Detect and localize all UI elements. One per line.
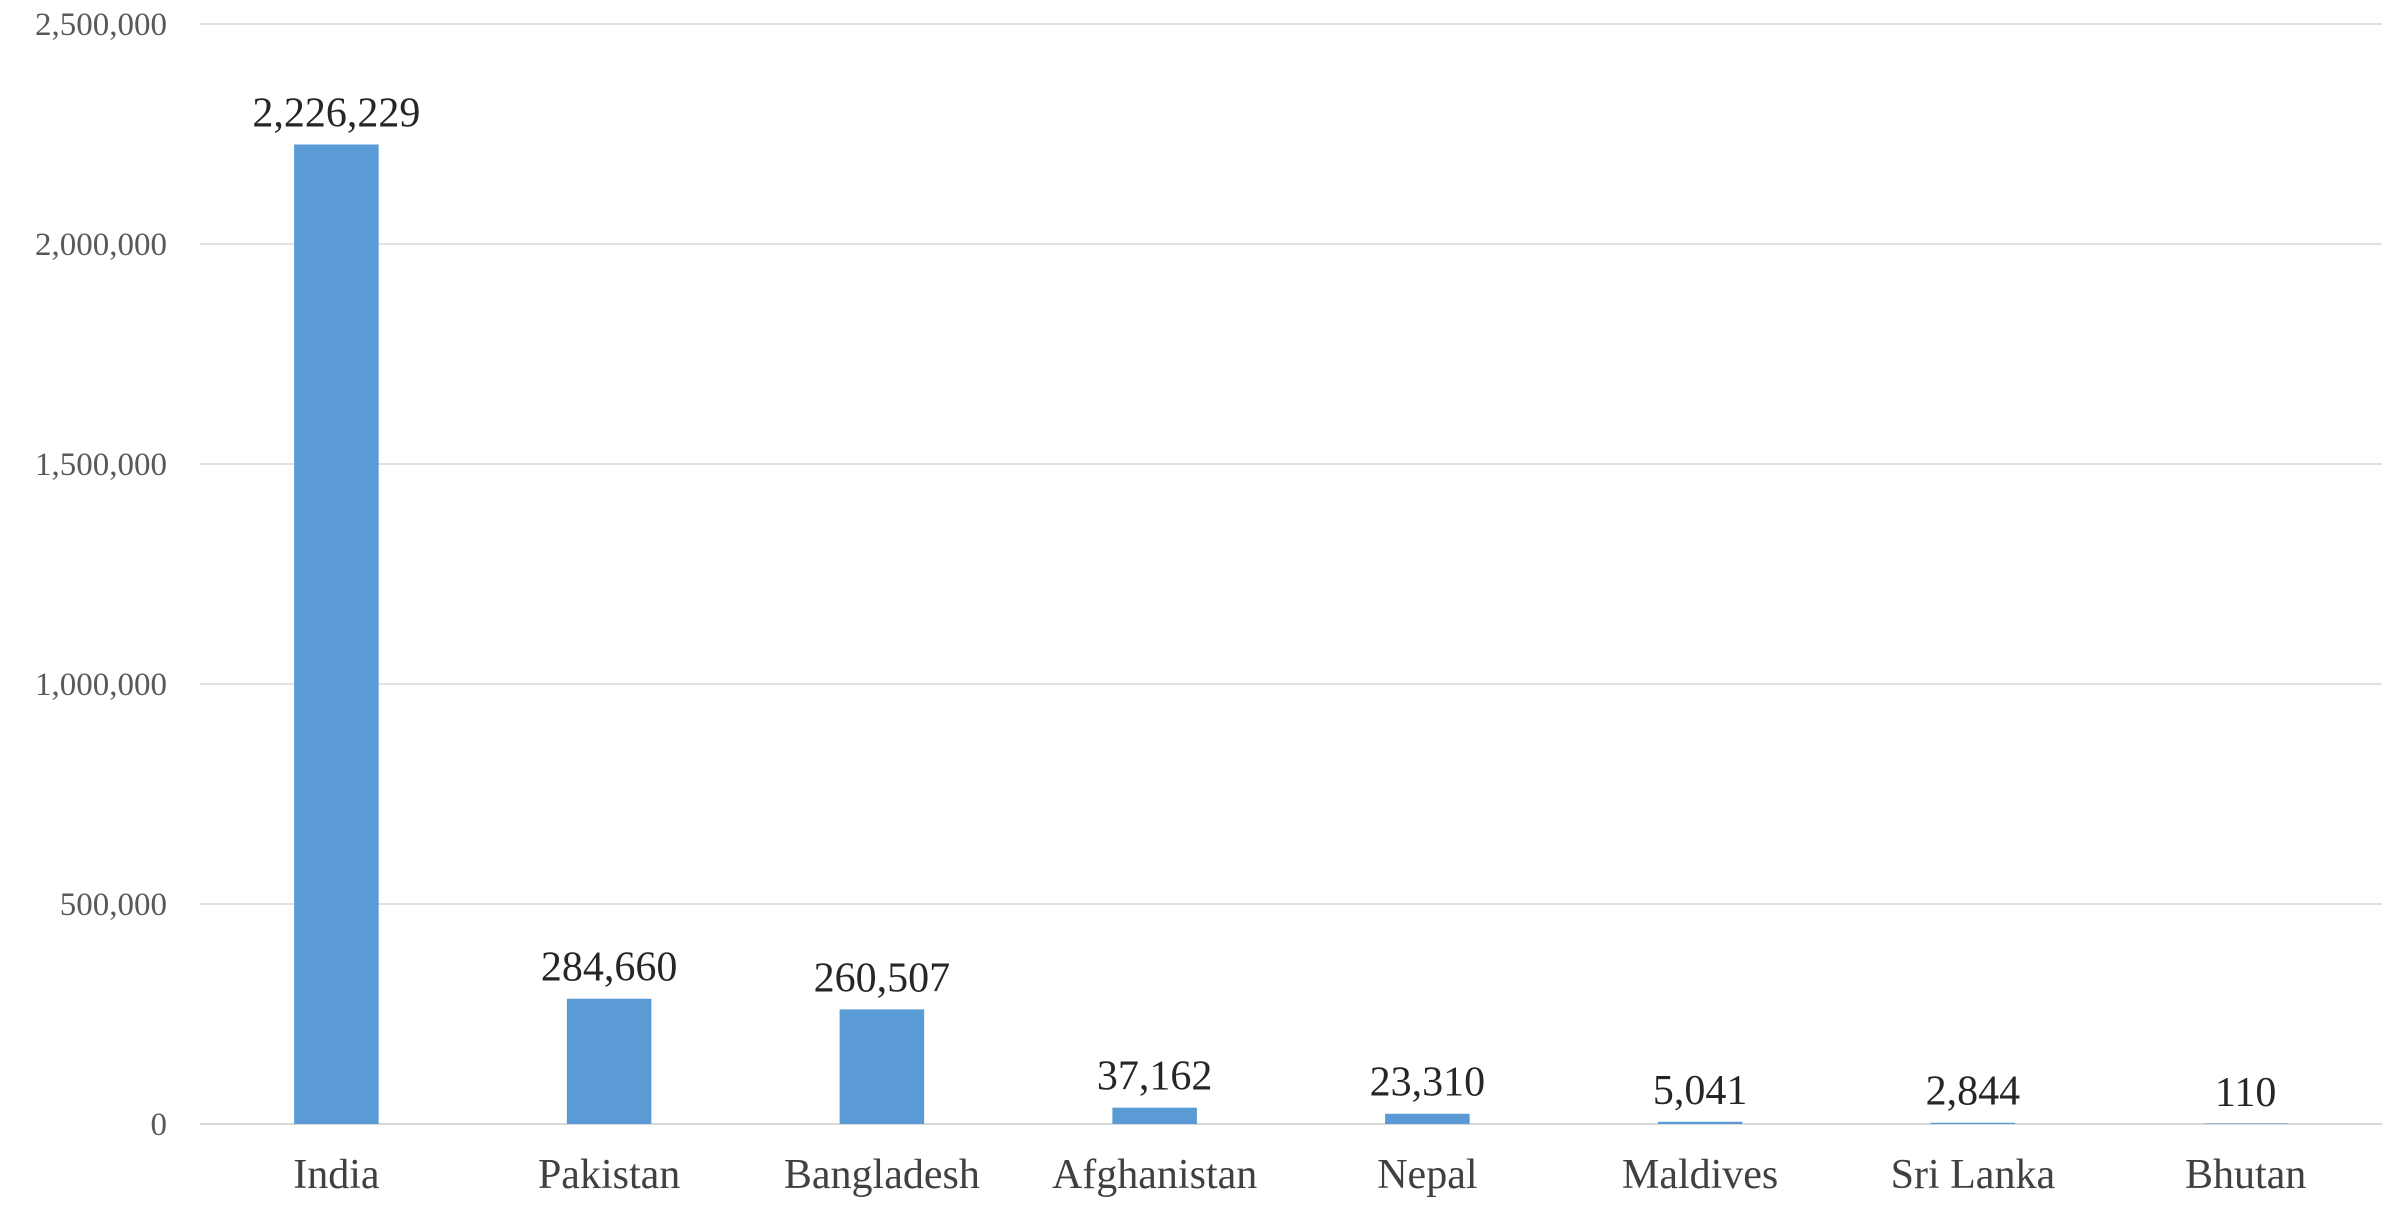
category-label: Bangladesh <box>784 1152 980 1198</box>
data-label: 23,310 <box>1370 1060 1486 1106</box>
y-tick-label: 0 <box>151 1107 168 1143</box>
category-label: Pakistan <box>538 1152 680 1198</box>
y-tick-label: 2,500,000 <box>35 7 167 43</box>
data-label: 2,226,229 <box>252 90 420 136</box>
bar-pakistan <box>566 998 652 1124</box>
y-axis-tick-labels: 0 500,000 1,000,000 1,500,000 2,000,000 2,500… <box>35 7 167 1143</box>
bar-bhutan <box>2203 1123 2288 1124</box>
category-label: Sri Lanka <box>1891 1152 2056 1198</box>
category-label: Afghanistan <box>1052 1152 1257 1198</box>
bar-maldives <box>1657 1121 1743 1124</box>
category-label: India <box>293 1152 380 1198</box>
data-label: 2,844 <box>1926 1069 2021 1115</box>
category-label: Bhutan <box>2185 1152 2306 1198</box>
gridlines <box>200 23 2382 1125</box>
data-label: 37,162 <box>1097 1054 1213 1100</box>
category-label: Maldives <box>1622 1152 1778 1198</box>
y-tick-label: 1,500,000 <box>35 447 167 483</box>
bar-bangladesh <box>839 1009 925 1124</box>
data-labels: 2,226,229 284,660 260,507 37,162 23,310 5,041… <box>252 90 2276 1115</box>
category-label: Nepal <box>1377 1152 1477 1198</box>
data-label: 284,660 <box>541 945 678 991</box>
bar-sri-lanka <box>1930 1122 2016 1124</box>
y-tick-label: 1,000,000 <box>35 667 167 703</box>
data-label: 5,041 <box>1653 1068 1748 1114</box>
bar-afghanistan <box>1112 1107 1197 1124</box>
y-tick-label: 500,000 <box>60 887 167 923</box>
bar-india <box>294 144 379 1125</box>
y-tick-label: 2,000,000 <box>35 227 167 263</box>
x-axis-category-labels: India Pakistan Bangladesh Afghanistan Nepal M… <box>293 1152 2306 1198</box>
bar-nepal <box>1385 1113 1470 1124</box>
data-label: 260,507 <box>814 955 951 1001</box>
bars <box>294 144 2288 1125</box>
data-label: 110 <box>2215 1070 2276 1116</box>
